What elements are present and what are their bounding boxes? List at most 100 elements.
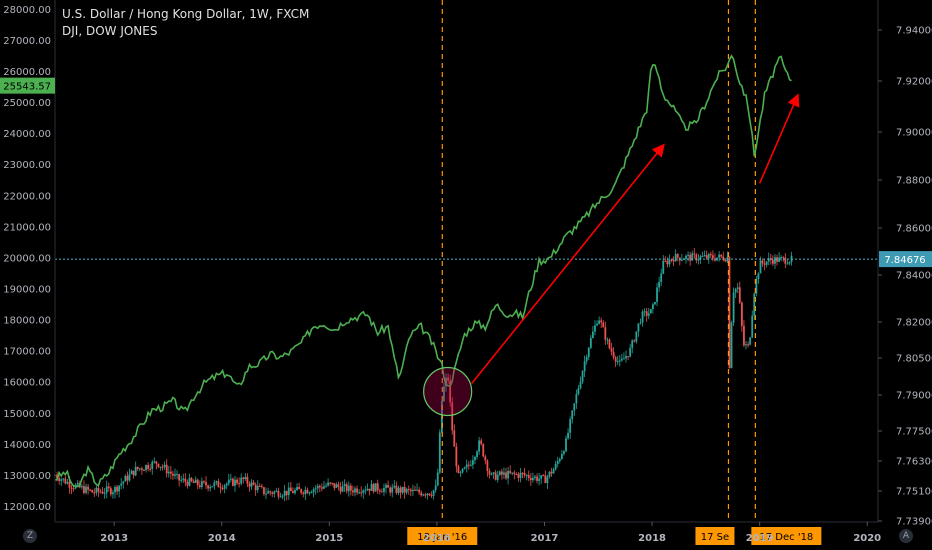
candle-body xyxy=(465,464,468,468)
event-label-bg xyxy=(407,527,478,545)
candle-body xyxy=(685,255,687,260)
candle-body xyxy=(525,475,528,477)
candle-body xyxy=(540,475,543,479)
candle-body xyxy=(709,254,712,256)
candle-body xyxy=(788,262,791,264)
candle-body xyxy=(399,487,402,493)
candle-body xyxy=(389,487,392,493)
candle-body xyxy=(567,432,569,439)
candle-body xyxy=(649,309,652,314)
candle-body xyxy=(484,456,487,461)
candle-body xyxy=(585,357,588,362)
x-tick-label: 2020 xyxy=(853,533,881,544)
candle-body xyxy=(581,371,584,382)
candle-body xyxy=(140,468,143,470)
candle-body xyxy=(558,458,561,462)
candle-body xyxy=(296,487,298,491)
candle-body xyxy=(279,496,282,498)
candle-body xyxy=(252,482,255,485)
candle-body xyxy=(720,254,723,257)
candle-body xyxy=(159,466,162,468)
candle-body xyxy=(244,476,247,480)
candle-body xyxy=(380,491,383,493)
candle-body xyxy=(579,381,582,389)
candle-body xyxy=(743,325,745,346)
candle-body xyxy=(227,479,230,484)
candle-body xyxy=(469,464,472,466)
candle-body xyxy=(467,464,470,466)
left-tick-label: 26000.00 xyxy=(3,67,51,78)
candle-body xyxy=(333,483,336,488)
candle-body xyxy=(674,254,677,262)
candle-body xyxy=(486,460,489,471)
trend-arrow-1 xyxy=(471,143,665,385)
left-tick-label: 17000.00 xyxy=(3,347,51,358)
candle-body xyxy=(769,258,772,260)
candle-body xyxy=(705,255,708,259)
candle-body xyxy=(163,464,166,468)
auto-scale-button[interactable]: A xyxy=(899,529,913,543)
candle-body xyxy=(697,259,700,261)
candle-body xyxy=(337,484,340,487)
candle-body xyxy=(780,257,783,259)
candle-body xyxy=(385,484,387,489)
left-price-label: 25543.57 xyxy=(3,82,51,93)
candle-body xyxy=(519,472,522,478)
candle-body xyxy=(258,485,261,487)
left-tick-label: 14000.00 xyxy=(3,440,51,451)
candle-body xyxy=(507,470,509,479)
left-tick-label: 21000.00 xyxy=(3,222,51,233)
candle-body xyxy=(490,473,493,475)
candle-body xyxy=(418,489,421,493)
candle-body xyxy=(157,463,160,467)
candle-body xyxy=(459,472,462,474)
left-tick-label: 24000.00 xyxy=(3,129,51,140)
candle-body xyxy=(707,254,710,259)
candle-body xyxy=(229,478,232,480)
candle-body xyxy=(488,470,491,475)
candle-body xyxy=(641,311,644,323)
trend-arrow-2 xyxy=(758,93,800,184)
candle-body xyxy=(205,481,207,486)
candle-body xyxy=(573,403,576,411)
chart-title: U.S. Dollar / Hong Kong Dollar, 1W, FXCM xyxy=(62,7,310,21)
candle-body xyxy=(101,491,104,494)
candle-body xyxy=(120,483,123,486)
candle-body xyxy=(174,474,176,476)
candle-body xyxy=(172,473,174,476)
candle-body xyxy=(430,495,433,497)
dji-series-line xyxy=(54,54,792,488)
candle-body xyxy=(126,475,129,481)
candle-body xyxy=(476,451,478,457)
candle-body xyxy=(308,492,311,494)
candle-body xyxy=(505,472,507,479)
candle-body xyxy=(72,488,75,490)
candle-body xyxy=(325,485,327,487)
candle-body xyxy=(610,348,613,352)
candle-body xyxy=(511,472,514,474)
x-tick-label: 2017 xyxy=(531,533,559,544)
candle-body xyxy=(753,293,756,316)
candle-body xyxy=(592,331,594,338)
candle-body xyxy=(606,339,609,341)
candle-body xyxy=(757,273,760,279)
zoom-reset-button[interactable]: Z xyxy=(23,529,37,543)
event-label: 17 Dec '18 xyxy=(759,532,813,543)
candle-body xyxy=(616,361,619,363)
candle-body xyxy=(656,287,658,303)
candle-body xyxy=(60,479,63,482)
right-tick-label: 7.77500 xyxy=(896,427,932,438)
candle-body xyxy=(652,304,654,310)
candle-body xyxy=(87,486,90,490)
candle-body xyxy=(128,474,131,481)
candle-body xyxy=(722,256,725,261)
candle-body xyxy=(254,484,257,491)
candle-body xyxy=(349,485,352,491)
candle-body xyxy=(89,489,92,491)
candle-body xyxy=(447,377,449,381)
candle-body xyxy=(378,490,381,492)
candle-body xyxy=(563,451,565,454)
candle-body xyxy=(703,255,706,257)
candle-body xyxy=(480,440,483,444)
